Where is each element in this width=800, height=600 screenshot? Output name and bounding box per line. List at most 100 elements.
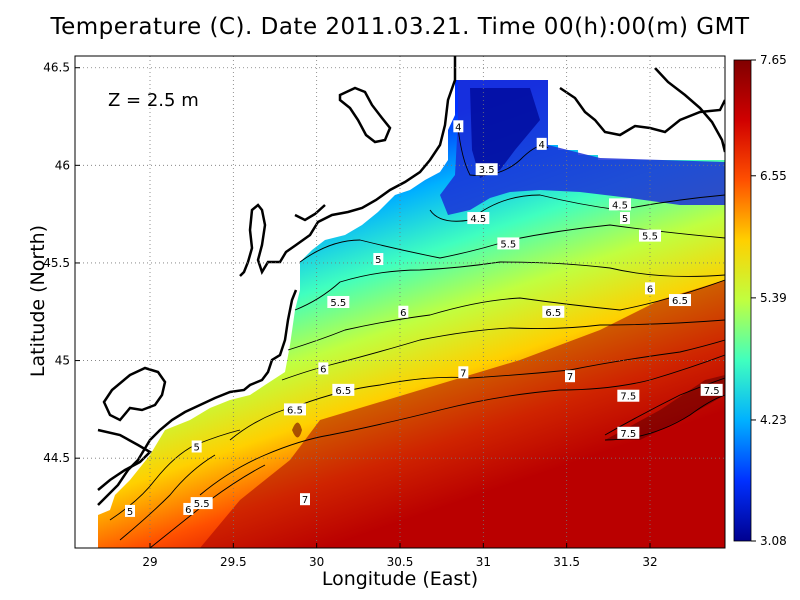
- contour-label-text: 6.5: [545, 308, 561, 319]
- contour-label-text: 5.5: [500, 239, 516, 250]
- contour-label-box: [300, 493, 310, 506]
- contour-label-text: 5: [622, 214, 628, 225]
- contour-label-box: [327, 296, 350, 308]
- contour-label-box: [190, 497, 213, 510]
- contour-label-box: [458, 366, 469, 379]
- contour-label-box: [284, 403, 306, 416]
- contour-label: 6.5: [542, 305, 565, 319]
- y-tick-label: 45.5: [43, 256, 70, 270]
- contour-label-text: 7: [567, 372, 573, 383]
- contour-label-box: [609, 198, 631, 211]
- x-tick-label: 32: [642, 555, 657, 569]
- contour-label-text: 5: [375, 255, 381, 266]
- plot-area: [75, 56, 725, 548]
- contour-label-text: 4: [538, 140, 544, 151]
- coastline: [294, 204, 326, 222]
- contour-label: 7.5: [700, 383, 723, 397]
- contour-label-text: 4: [455, 122, 461, 133]
- contour-label-box: [497, 237, 520, 250]
- contour-label-text: 4.5: [470, 214, 486, 225]
- colorbar-tick-label: 3.08: [760, 534, 787, 548]
- coastline: [97, 428, 153, 491]
- x-tick-label: 30.5: [387, 555, 414, 569]
- coastline: [559, 86, 725, 137]
- y-tick-label: 44.5: [43, 451, 70, 465]
- contour-label: 4: [536, 137, 547, 151]
- contour-label: 6.5: [332, 383, 355, 397]
- land: [75, 56, 455, 520]
- contour-label: 7.5: [617, 389, 640, 403]
- coastline: [338, 86, 392, 144]
- contour-label-box: [669, 294, 691, 307]
- contour-label-text: 6: [400, 308, 406, 319]
- contour-label-text: 5.5: [330, 298, 346, 309]
- warm-core: [200, 280, 725, 548]
- contour-label-text: 4.5: [612, 200, 628, 211]
- contour-label-text: 5.5: [194, 499, 210, 510]
- contour-label-text: 6: [185, 505, 191, 516]
- contour-label: 7.5: [617, 426, 640, 440]
- x-tick-label: 31: [476, 555, 491, 569]
- coastline: [654, 67, 725, 153]
- contour-label-box: [617, 426, 640, 439]
- contour-label-box: [542, 305, 565, 318]
- contour-label: 6.5: [284, 403, 306, 416]
- contour-label: 5: [191, 440, 202, 453]
- contour-label-text: 5.5: [642, 232, 658, 243]
- contour-label-box: [536, 137, 547, 150]
- contour-label: 5.5: [639, 229, 661, 243]
- contour-label-box: [467, 212, 490, 225]
- chart-title: Temperature (C). Date 2011.03.21. Time 0…: [50, 14, 750, 40]
- colorbar: [733, 59, 752, 542]
- colorbar-tick-label: 4.23: [760, 413, 787, 427]
- contour-label-text: 3.5: [479, 165, 495, 176]
- contour-label: 4: [453, 120, 464, 133]
- contour-label: 5.5: [497, 237, 520, 250]
- contour-label-text: 7: [460, 368, 466, 379]
- contour-label: 6.5: [669, 294, 691, 307]
- contour-label-text: 7.5: [704, 386, 720, 397]
- contour-label-box: [565, 370, 575, 383]
- hot-spot: [292, 422, 302, 438]
- y-axis: 44.5 45 45.5 46 46.5: [43, 61, 80, 465]
- x-tick-label: 29.5: [220, 555, 247, 569]
- contour-label-text: 7.5: [620, 392, 636, 403]
- y-tick-label: 46: [55, 158, 70, 172]
- contour-label-text: 5: [193, 442, 199, 453]
- x-tick-label: 30: [309, 555, 324, 569]
- contour-label-box: [398, 305, 409, 318]
- contour-label: 7: [458, 366, 469, 379]
- contour-label-text: 7.5: [620, 429, 636, 440]
- hot-spot: [605, 375, 725, 440]
- colorbar-tick-label: 6.55: [760, 169, 787, 183]
- contour-label-box: [373, 253, 384, 266]
- contour-label-box: [125, 504, 135, 517]
- contour-label-box: [645, 282, 655, 295]
- contour-label-box: [475, 163, 498, 176]
- contour-label-box: [617, 389, 640, 402]
- y-tick-label: 45: [55, 354, 70, 368]
- contour-label: 4.5: [609, 198, 631, 211]
- contour-label: 5.5: [190, 497, 213, 510]
- contour-label-text: 7: [302, 495, 308, 506]
- contour-label: 6: [398, 305, 409, 319]
- contour-label-box: [332, 383, 355, 396]
- contour-label: 7: [300, 493, 310, 506]
- x-axis: 29 29.5 30 30.5 31 31.5 32: [142, 543, 658, 569]
- contour-label-box: [183, 502, 194, 515]
- contour-label-text: 6.5: [287, 405, 303, 416]
- coastline: [239, 56, 457, 277]
- contour-label: 3.5: [475, 163, 498, 176]
- coastline: [102, 366, 167, 422]
- contour-label: 6: [318, 362, 329, 375]
- contour-label-box: [700, 383, 723, 396]
- grid: [75, 56, 725, 548]
- contour-label: 5: [373, 253, 384, 266]
- contour-label: 4.5: [467, 212, 490, 225]
- colorbar-tick-label: 5.39: [760, 291, 787, 305]
- colorbar-ticks: 3.08 4.23 5.39 6.55 7.65: [751, 53, 787, 548]
- contour-label-box: [620, 212, 630, 225]
- contour-label-text: 6: [647, 284, 653, 295]
- y-tick-label: 46.5: [43, 61, 70, 75]
